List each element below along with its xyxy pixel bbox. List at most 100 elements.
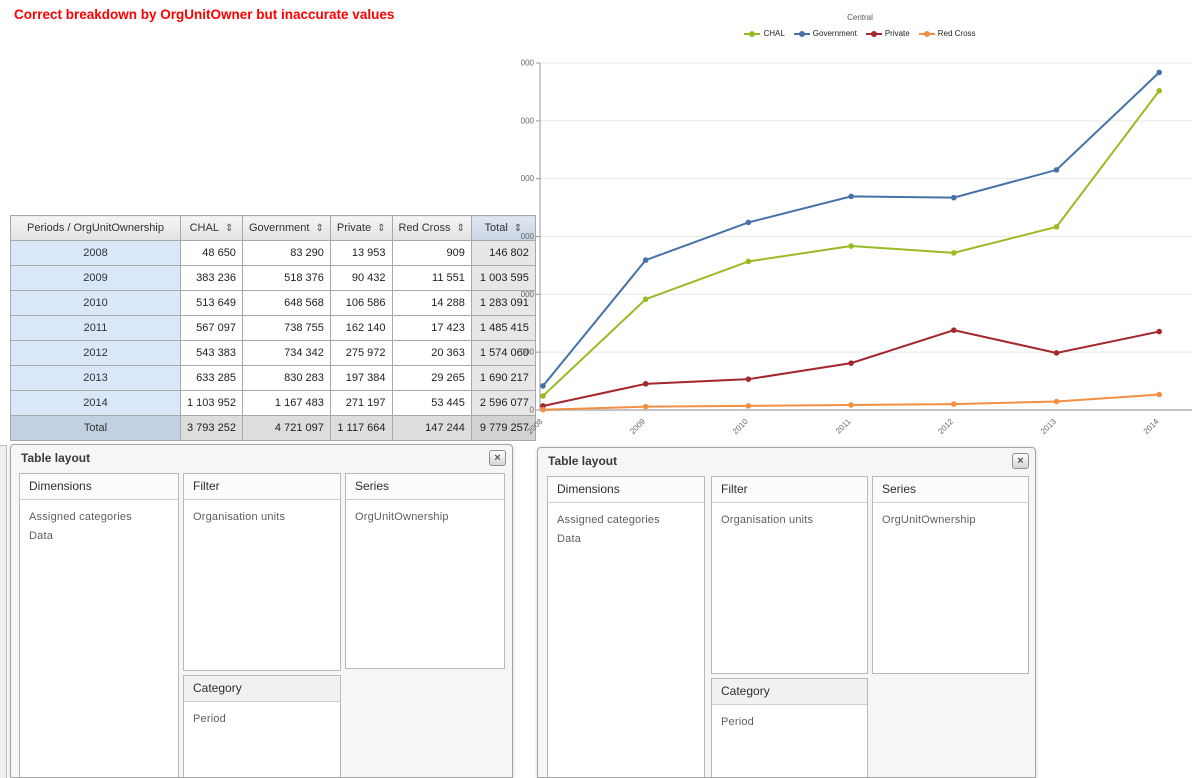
line-chart: Central CHAL Government Private Red Cross 0… bbox=[498, 5, 1200, 437]
column-header-red-cross[interactable]: Red Cross ⇕ bbox=[391, 215, 472, 241]
y-axis-label: 1,200,000 bbox=[520, 59, 535, 68]
sort-icon[interactable]: ⇕ bbox=[224, 223, 234, 234]
dimension-item-assigned-categories[interactable]: Assigned categories bbox=[557, 514, 660, 526]
dialog-title: Table layout bbox=[548, 454, 618, 468]
y-axis-label: 1,000,000 bbox=[520, 116, 535, 125]
category-header: Category bbox=[184, 676, 340, 702]
row-label: 2014 bbox=[10, 390, 181, 416]
value-cell: 734 342 bbox=[241, 340, 331, 366]
filter-box: Filter Organisation units bbox=[183, 473, 341, 671]
x-axis-label: 2014 bbox=[1142, 417, 1161, 436]
value-cell: 3 793 252 bbox=[180, 415, 243, 441]
value-cell: 11 551 bbox=[391, 265, 472, 291]
legend-label: CHAL bbox=[763, 29, 785, 38]
column-header-government[interactable]: Government ⇕ bbox=[241, 215, 331, 241]
series-item-orgunitownership[interactable]: OrgUnitOwnership bbox=[355, 511, 449, 523]
legend-item-government[interactable]: Government bbox=[793, 29, 857, 38]
row-label: 2008 bbox=[10, 240, 181, 266]
value-cell: 738 755 bbox=[241, 315, 331, 341]
data-point bbox=[848, 360, 854, 366]
sort-icon[interactable]: ⇕ bbox=[315, 223, 324, 234]
sort-icon[interactable]: ⇕ bbox=[456, 223, 465, 234]
background-window-edge bbox=[0, 445, 7, 778]
legend-label: Government bbox=[812, 29, 857, 38]
value-cell: 14 288 bbox=[391, 290, 472, 316]
value-cell: 648 568 bbox=[241, 290, 331, 316]
x-axis-label: 2013 bbox=[1039, 417, 1058, 436]
data-point bbox=[848, 402, 854, 408]
filter-item-organisation-units[interactable]: Organisation units bbox=[193, 511, 286, 523]
dimension-item-assigned-categories[interactable]: Assigned categories bbox=[29, 511, 132, 523]
row-label: Total bbox=[10, 415, 181, 441]
row-label: 2012 bbox=[10, 340, 181, 366]
dimensions-header: Dimensions bbox=[20, 474, 178, 500]
category-box: Category Period bbox=[711, 678, 868, 777]
legend-marker-icon bbox=[793, 30, 810, 38]
sort-icon[interactable]: ⇕ bbox=[513, 223, 523, 234]
column-header-total[interactable]: Total ⇕ bbox=[470, 215, 536, 241]
filter-item-organisation-units[interactable]: Organisation units bbox=[721, 514, 814, 526]
legend-item-chal[interactable]: CHAL bbox=[744, 29, 785, 38]
table-row: 2012 543 383 734 342 275 972 20 363 1 574 060 bbox=[10, 340, 536, 366]
data-point bbox=[745, 376, 752, 382]
close-icon[interactable]: × bbox=[489, 450, 506, 466]
data-point bbox=[745, 258, 752, 265]
table-layout-dialog-left: Table layout × Dimensions Assigned categ… bbox=[10, 444, 513, 778]
corner-header: Periods / OrgUnitOwnership bbox=[10, 215, 181, 241]
pivot-table: Periods / OrgUnitOwnership CHAL ⇕ Governmen… bbox=[10, 215, 536, 441]
series-item-orgunitownership[interactable]: OrgUnitOwnership bbox=[882, 514, 976, 526]
data-point bbox=[1053, 398, 1060, 405]
value-cell: 275 972 bbox=[329, 340, 393, 366]
y-axis-label: 800,000 bbox=[520, 174, 535, 183]
data-point bbox=[951, 250, 957, 256]
value-cell: 20 363 bbox=[391, 340, 472, 366]
data-point bbox=[848, 243, 854, 249]
data-point bbox=[1156, 69, 1162, 76]
value-cell: 567 097 bbox=[180, 315, 243, 341]
data-point bbox=[1053, 224, 1060, 230]
x-axis-label: 2008 bbox=[525, 417, 544, 436]
x-axis-label: 2010 bbox=[731, 417, 750, 436]
legend-item-red-cross[interactable]: Red Cross bbox=[918, 29, 976, 38]
row-label: 2011 bbox=[10, 315, 181, 341]
annotation-title: Correct breakdown by OrgUnitOwner but in… bbox=[14, 7, 395, 22]
dimensions-header: Dimensions bbox=[548, 477, 704, 503]
value-cell: 1 574 060 bbox=[470, 340, 536, 366]
category-box: Category Period bbox=[183, 675, 341, 777]
value-cell: 146 802 bbox=[470, 240, 536, 266]
value-cell: 1 003 595 bbox=[470, 265, 536, 291]
close-icon[interactable]: × bbox=[1012, 453, 1029, 469]
row-label: 2009 bbox=[10, 265, 181, 291]
chart-title: Central bbox=[847, 13, 873, 22]
data-point bbox=[1053, 167, 1060, 173]
dimension-item-data[interactable]: Data bbox=[557, 533, 582, 545]
filter-header: Filter bbox=[712, 477, 867, 503]
legend-item-private[interactable]: Private bbox=[865, 29, 910, 38]
value-cell: 83 290 bbox=[241, 240, 331, 266]
value-cell: 29 265 bbox=[391, 365, 472, 391]
y-axis-label: 0 bbox=[530, 406, 535, 415]
y-axis-label: 200,000 bbox=[520, 348, 535, 357]
data-point bbox=[1156, 328, 1162, 335]
sort-icon[interactable]: ⇕ bbox=[377, 223, 386, 234]
value-cell: 1 690 217 bbox=[470, 365, 536, 391]
category-item-period[interactable]: Period bbox=[193, 713, 226, 725]
value-cell: 271 197 bbox=[329, 390, 393, 416]
value-cell: 1 283 091 bbox=[470, 290, 536, 316]
value-cell: 1 485 415 bbox=[470, 315, 536, 341]
value-cell: 518 376 bbox=[241, 265, 331, 291]
value-cell: 830 283 bbox=[241, 365, 331, 391]
dimension-item-data[interactable]: Data bbox=[29, 530, 54, 542]
column-header-private[interactable]: Private ⇕ bbox=[329, 215, 393, 241]
value-cell: 1 167 483 bbox=[241, 390, 331, 416]
row-label: 2010 bbox=[10, 290, 181, 316]
table-row: 2008 48 650 83 290 13 953 909 146 802 bbox=[10, 240, 536, 266]
table-row: Total 3 793 252 4 721 097 1 117 664 147 244 9… bbox=[10, 415, 536, 441]
filter-header: Filter bbox=[184, 474, 340, 500]
data-point bbox=[642, 403, 649, 410]
value-cell: 9 779 257 bbox=[470, 415, 536, 441]
column-header-chal[interactable]: CHAL ⇕ bbox=[180, 215, 243, 241]
y-axis-label: 600,000 bbox=[520, 232, 535, 241]
category-item-period[interactable]: Period bbox=[721, 716, 754, 728]
filter-box: Filter Organisation units bbox=[711, 476, 868, 674]
